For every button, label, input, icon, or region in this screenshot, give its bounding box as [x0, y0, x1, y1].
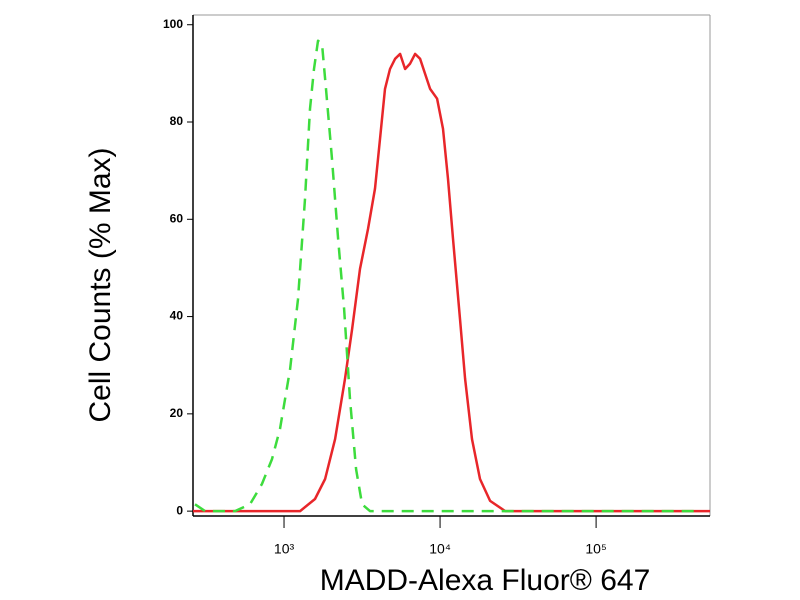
y-tick-label: 80: [170, 114, 184, 128]
series-line: [193, 52, 710, 513]
y-tick-label: 60: [170, 211, 184, 225]
x-tick-label: 10³: [274, 541, 295, 557]
y-tick-label: 20: [170, 406, 184, 420]
y-tick-label: 40: [170, 309, 184, 323]
x-tick-label: 10⁵: [585, 541, 606, 557]
y-tick-label: 100: [163, 17, 183, 31]
y-axis-label: Cell Counts (% Max): [84, 147, 117, 422]
y-tick-label: 0: [176, 503, 183, 517]
x-tick-label: 10⁴: [429, 541, 451, 557]
series-line: [194, 39, 701, 513]
x-axis-label: MADD-Alexa Fluor® 647: [320, 564, 651, 597]
